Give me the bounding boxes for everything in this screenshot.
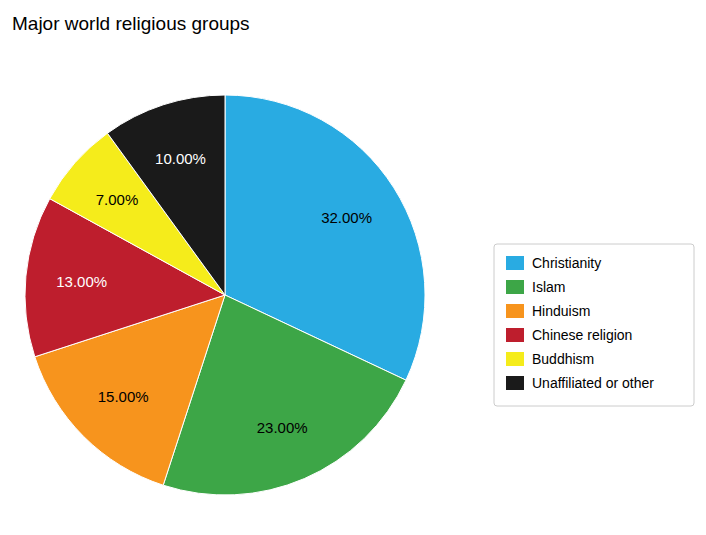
data-labels: 32.00% 23.00% 15.00% 13.00% 7.00% 10.00% [56, 150, 372, 436]
data-label: 23.00% [257, 419, 308, 436]
legend-label: Hinduism [532, 303, 590, 319]
legend-item: Islam [506, 279, 565, 295]
legend-item: Buddhism [506, 351, 594, 367]
chart: Major world religious groups 32.00% 23.00%… [0, 0, 706, 535]
legend-label: Buddhism [532, 351, 594, 367]
data-label: 15.00% [98, 388, 149, 405]
data-label: 32.00% [321, 209, 372, 226]
legend-swatch [506, 256, 524, 270]
legend-label: Islam [532, 279, 565, 295]
legend-swatch [506, 280, 524, 294]
title: Major world religious groups [12, 13, 250, 34]
legend: Christianity Islam Hinduism Chinese religio… [494, 244, 694, 406]
legend-swatch [506, 376, 524, 390]
legend-label: Christianity [532, 255, 601, 271]
pie [25, 95, 425, 495]
legend-label: Unaffiliated or other [532, 375, 654, 391]
data-label: 10.00% [155, 150, 206, 167]
legend-item: Hinduism [506, 303, 590, 319]
data-label: 7.00% [96, 191, 139, 208]
legend-frame [494, 244, 694, 406]
legend-item: Christianity [506, 255, 601, 271]
legend-swatch [506, 352, 524, 366]
legend-label: Chinese religion [532, 327, 632, 343]
legend-swatch [506, 304, 524, 318]
data-label: 13.00% [56, 273, 107, 290]
legend-item: Chinese religion [506, 327, 632, 343]
legend-swatch [506, 328, 524, 342]
legend-item: Unaffiliated or other [506, 375, 654, 391]
